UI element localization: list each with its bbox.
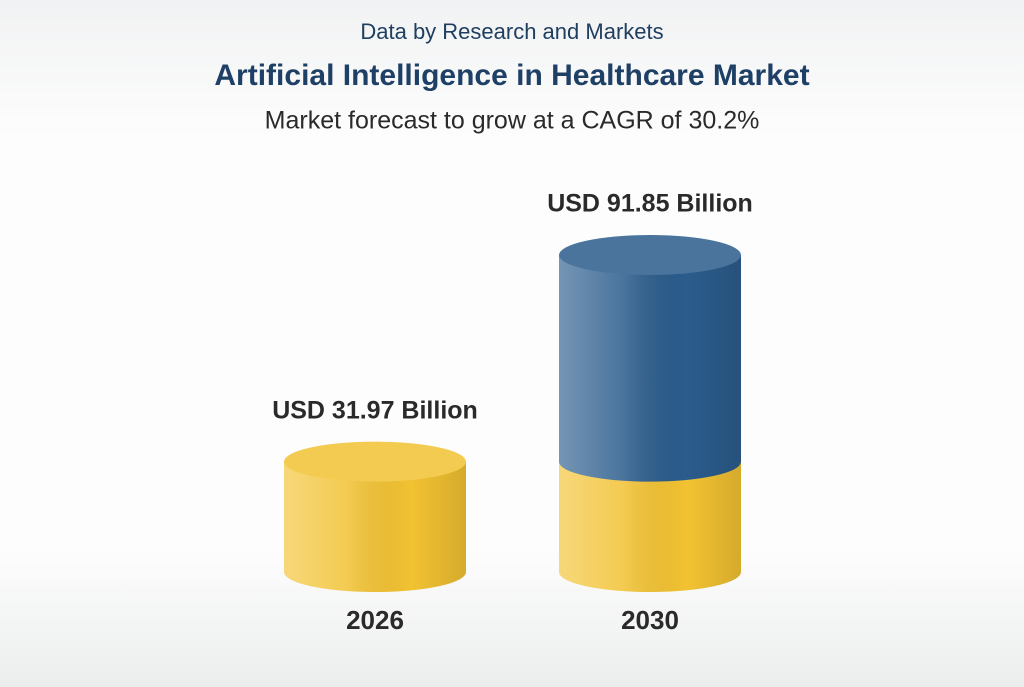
cylinder-top xyxy=(284,441,466,482)
source: Data by Research and Markets xyxy=(360,19,663,44)
cylinder-top xyxy=(559,235,741,275)
x-tick-label: 2030 xyxy=(621,605,679,635)
chart-subtitle: Market forecast to grow at a CAGR of 30.… xyxy=(265,107,760,135)
cylinder-shading xyxy=(559,461,741,592)
chart-title: Artificial Intelligence in Healthcare Ma… xyxy=(214,59,809,92)
cylinder-shading xyxy=(559,255,742,482)
value-label: USD 31.97 Billion xyxy=(272,396,478,424)
x-tick-label: 2026 xyxy=(346,605,404,635)
cylinder-shading xyxy=(284,461,466,592)
value-label: USD 91.85 Billion xyxy=(547,190,753,218)
